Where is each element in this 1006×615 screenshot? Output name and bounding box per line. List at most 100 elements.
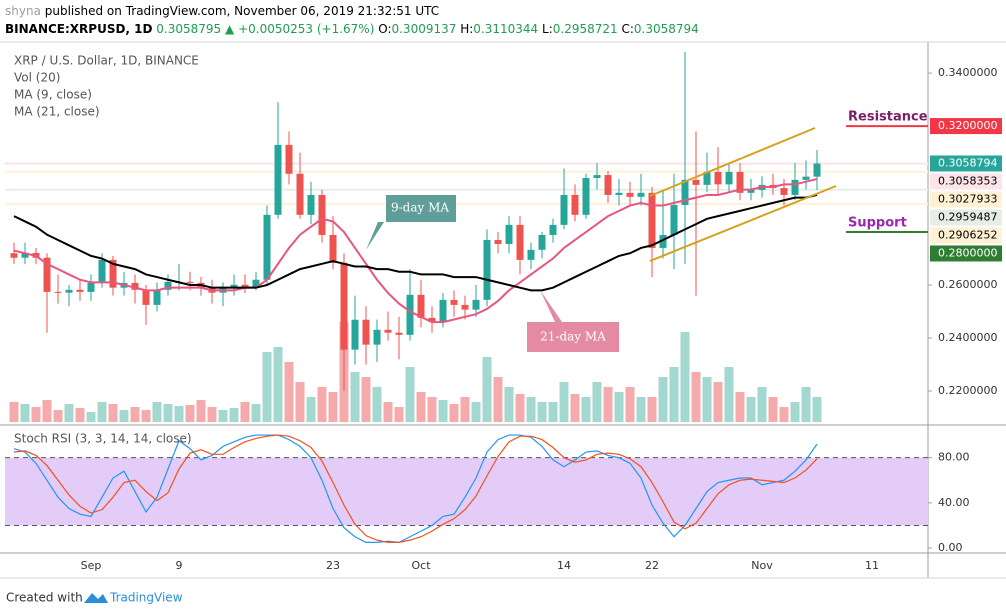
volume-bar — [614, 392, 624, 422]
candle-body — [142, 289, 150, 305]
candle-body — [747, 189, 755, 193]
legend-stoch: Stoch RSI (3, 3, 14, 14, close) — [14, 432, 192, 446]
x-tick-label: 11 — [865, 559, 879, 572]
x-tick-label: Nov — [751, 559, 773, 572]
candle-body — [813, 163, 821, 177]
ohlc-o: 0.3009137 — [391, 22, 457, 36]
legend-ma21: MA (21, close) — [14, 105, 100, 119]
candle-body — [780, 188, 788, 195]
volume-bar — [75, 408, 85, 422]
y-tick-label: 0.2200000 — [938, 384, 998, 397]
callout-21day-text: 21-day MA — [540, 330, 606, 344]
candle-body — [659, 234, 667, 248]
volume-bar — [42, 400, 52, 422]
candle-body — [516, 224, 524, 260]
volume-bar — [427, 397, 437, 422]
volume-bar — [713, 382, 723, 422]
price-label-box — [930, 245, 1002, 262]
footer-created: Created with — [6, 591, 83, 605]
legend-ma9: MA (9, close) — [14, 88, 92, 102]
ohlc-l-key: L: — [542, 22, 553, 36]
volume-bar — [581, 397, 591, 422]
volume-bar — [251, 404, 261, 422]
x-tick-label: 9 — [176, 559, 183, 572]
candle-body — [428, 317, 436, 322]
price-label-box — [930, 155, 1002, 172]
volume-bar — [647, 397, 657, 422]
candle-body — [648, 192, 656, 248]
ohlc-l: 0.2958721 — [552, 22, 618, 36]
candle-body — [681, 179, 689, 206]
ohlc-h: 0.3110344 — [473, 22, 539, 36]
candle-body — [186, 281, 194, 283]
candle-body — [351, 319, 359, 350]
candle-body — [98, 259, 106, 283]
candle-body — [131, 282, 139, 290]
candle-body — [736, 171, 744, 193]
volume-bar — [702, 377, 712, 422]
last-price: 0.3058795 — [156, 22, 222, 36]
candle-body — [461, 304, 469, 310]
volume-bar — [790, 402, 800, 422]
x-tick-label: 22 — [645, 559, 659, 572]
candle-body — [582, 177, 590, 215]
y-tick-label: 0.3400000 — [938, 66, 998, 79]
y-tick-label: 80.00 — [938, 451, 970, 464]
candle-body — [109, 259, 117, 288]
volume-bar — [97, 402, 107, 422]
candle-body — [560, 194, 568, 225]
plot: Sep 9 23 Oct 14 22 Nov 11 0.2200000 0.2400000 0.26… — [5, 51, 1002, 572]
volume-bar — [779, 407, 789, 422]
volume-bar — [746, 397, 756, 422]
volume-bar — [592, 382, 602, 422]
stoch-line — [13, 434, 818, 543]
volume-bar — [86, 412, 96, 422]
candle-body — [373, 329, 381, 345]
y-tick-label: 40.00 — [938, 496, 970, 509]
volume-bar — [361, 377, 371, 422]
volume-bar — [119, 410, 129, 422]
volume-bar — [680, 332, 690, 422]
candle-body — [494, 239, 502, 244]
price-label-box — [930, 173, 1002, 190]
candle-body — [21, 252, 29, 258]
volume-bar — [394, 407, 404, 422]
volume-bar — [262, 352, 272, 422]
volume-bar — [636, 397, 646, 422]
candle-body — [571, 194, 579, 215]
volume-bar — [152, 402, 162, 422]
price-label: 0.2959487 — [938, 210, 998, 223]
candle-body — [65, 289, 73, 293]
volume-bar — [460, 397, 470, 422]
candle-body — [791, 179, 799, 195]
volume-bar — [812, 397, 822, 422]
volume-bar — [438, 400, 448, 422]
price-label: 0.3058353 — [938, 174, 998, 187]
level-text: Resistance — [848, 110, 928, 125]
x-tick-label: Oct — [411, 559, 431, 572]
candle-body — [725, 171, 733, 185]
candle-body — [384, 329, 392, 333]
volume-bar — [174, 406, 184, 422]
candle-body — [439, 299, 447, 322]
volume-bar — [691, 372, 701, 422]
candle-body — [153, 289, 161, 305]
price-label-box — [930, 118, 1002, 135]
candle-body — [692, 179, 700, 185]
candle-body — [241, 284, 249, 287]
candle-body — [318, 194, 326, 235]
footer-brand: TradingView — [109, 591, 183, 605]
volume-bar — [504, 387, 514, 422]
price-label-box — [930, 227, 1002, 244]
candle-body — [538, 234, 546, 250]
volume-bar — [163, 404, 173, 422]
candle-body — [527, 249, 535, 260]
volume-bar — [570, 394, 580, 422]
author: shyna — [5, 4, 41, 18]
candle-body — [417, 294, 425, 318]
volume-bar — [603, 387, 613, 422]
ma-line — [13, 178, 818, 324]
volume-bar — [141, 410, 151, 422]
candle-body — [802, 176, 810, 180]
